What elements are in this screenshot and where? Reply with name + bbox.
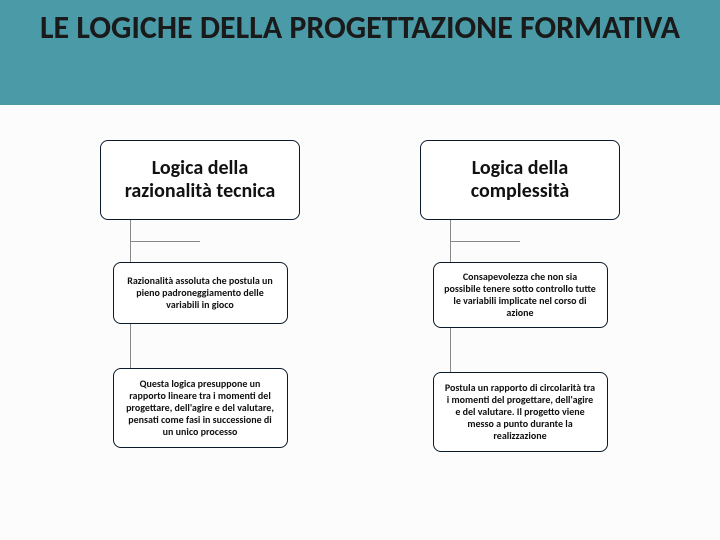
connector-r1 — [405, 220, 635, 262]
connector-r2 — [405, 328, 635, 372]
sub-right-1: Consapevolezza che non sia possibile ten… — [433, 262, 608, 328]
page-title: LE LOGICHE DELLA PROGETTAZIONE FORMATIVA — [0, 10, 720, 47]
sub-right-2: Postula un rapporto di circolarità tra i… — [433, 372, 608, 452]
head-right: Logica della complessità — [420, 140, 620, 220]
sub-left-2: Questa logica presuppone un rapporto lin… — [113, 368, 288, 448]
connector-l1 — [85, 220, 315, 262]
column-left: Logica della razionalità tecnica Raziona… — [85, 140, 315, 452]
sub-left-1: Razionalità assoluta che postula un pien… — [113, 262, 288, 324]
diagram: Logica della razionalità tecnica Raziona… — [0, 140, 720, 452]
head-left: Logica della razionalità tecnica — [100, 140, 300, 220]
column-right: Logica della complessità Consapevolezza … — [405, 140, 635, 452]
connector-l2 — [85, 324, 315, 368]
